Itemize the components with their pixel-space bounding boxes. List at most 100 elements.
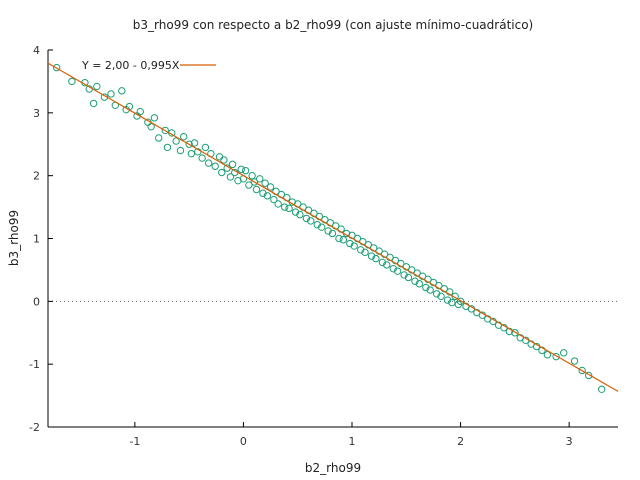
data-point [456, 297, 465, 306]
data-point [560, 349, 568, 357]
data-point [400, 271, 408, 279]
x-tick-label: 2 [457, 435, 464, 448]
data-point [437, 292, 445, 301]
x-axis-title: b2_rho99 [305, 461, 361, 475]
data-point [324, 227, 332, 235]
data-point [415, 280, 424, 288]
data-point [339, 236, 348, 244]
data-point [187, 149, 196, 158]
x-tick-label: 1 [349, 435, 356, 448]
data-point [241, 166, 250, 175]
data-point [302, 214, 311, 223]
y-tick-label: -1 [29, 358, 40, 371]
y-tick-label: 2 [33, 170, 40, 183]
data-point [155, 134, 163, 142]
x-axis-ticks: -1 0 1 2 3 [129, 422, 573, 448]
x-tick-label: 3 [566, 435, 573, 448]
plot-area [47, 50, 618, 428]
data-point [317, 223, 326, 231]
data-point [136, 107, 144, 116]
data-point [361, 248, 369, 257]
data-point [448, 298, 456, 307]
y-tick-label: 0 [33, 295, 40, 308]
data-point [190, 139, 199, 147]
data-point [220, 156, 228, 164]
data-point [147, 122, 155, 131]
y-tick-label: -2 [29, 421, 40, 434]
data-point [356, 246, 365, 254]
data-point [93, 82, 101, 91]
fit-line [47, 62, 619, 392]
data-point [270, 195, 278, 204]
data-point [211, 162, 219, 170]
data-point [372, 254, 380, 263]
data-point [578, 366, 586, 375]
legend-label: Y = 2,00 - 0,995X [81, 59, 180, 72]
y-tick-label: 3 [33, 107, 40, 120]
data-point [584, 371, 593, 380]
data-point [274, 200, 282, 208]
data-point [263, 192, 272, 200]
data-point [285, 204, 293, 213]
data-point [252, 185, 261, 194]
data-point [411, 277, 419, 285]
data-point [204, 159, 213, 167]
data-point [68, 77, 76, 86]
data-point [291, 208, 300, 216]
data-point [404, 273, 413, 282]
data-point [346, 239, 354, 248]
y-axis-ticks: -2 -1 0 1 2 3 4 [29, 44, 53, 434]
data-point [350, 242, 358, 250]
data-point [443, 296, 452, 304]
y-tick-label: 4 [33, 44, 40, 57]
data-point [570, 357, 579, 365]
y-tick-label: 1 [33, 233, 40, 246]
data-point [432, 290, 441, 298]
data-point [107, 90, 115, 98]
x-tick-label: -1 [129, 435, 140, 448]
data-point [256, 175, 264, 183]
data-point [598, 385, 606, 393]
data-point [248, 171, 256, 180]
data-point [307, 217, 315, 225]
data-point [261, 179, 269, 187]
data-point [198, 154, 206, 162]
data-point [163, 143, 172, 152]
legend: Y = 2,00 - 0,995X [81, 59, 216, 72]
data-point [511, 329, 519, 337]
data-point [383, 261, 391, 269]
data-point [389, 264, 397, 273]
data-point [426, 286, 434, 294]
data-point [543, 351, 552, 359]
data-point [150, 114, 159, 122]
data-point [266, 183, 275, 191]
data-point [335, 234, 343, 243]
data-point [161, 126, 169, 135]
y-axis-title: b3_rho99 [7, 210, 21, 266]
data-point [245, 181, 253, 189]
data-point [226, 173, 235, 181]
data-point [259, 189, 267, 197]
data-point [393, 267, 402, 275]
data-point [215, 153, 224, 161]
data-point [552, 352, 560, 361]
data-point [296, 210, 304, 219]
data-point [201, 143, 210, 152]
data-point [89, 99, 98, 108]
chart-title: b3_rho99 con respecto a b2_rho99 (con aj… [133, 18, 533, 32]
data-point [185, 140, 193, 148]
data-point [313, 220, 321, 229]
data-point [422, 283, 430, 292]
data-point [280, 203, 289, 211]
data-point [172, 137, 180, 145]
data-point [367, 252, 376, 260]
data-point [328, 229, 337, 238]
data-point [52, 63, 61, 72]
data-point [237, 165, 245, 174]
data-point [176, 146, 185, 155]
data-point [250, 178, 258, 186]
data-point [180, 133, 188, 141]
data-point [228, 160, 237, 169]
